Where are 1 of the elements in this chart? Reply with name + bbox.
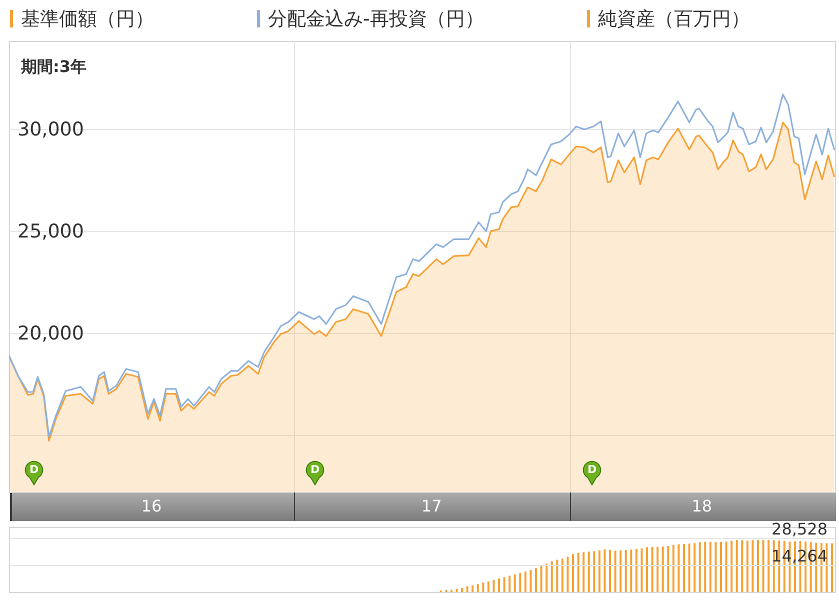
y-tick-label: 28,528 bbox=[772, 519, 828, 538]
